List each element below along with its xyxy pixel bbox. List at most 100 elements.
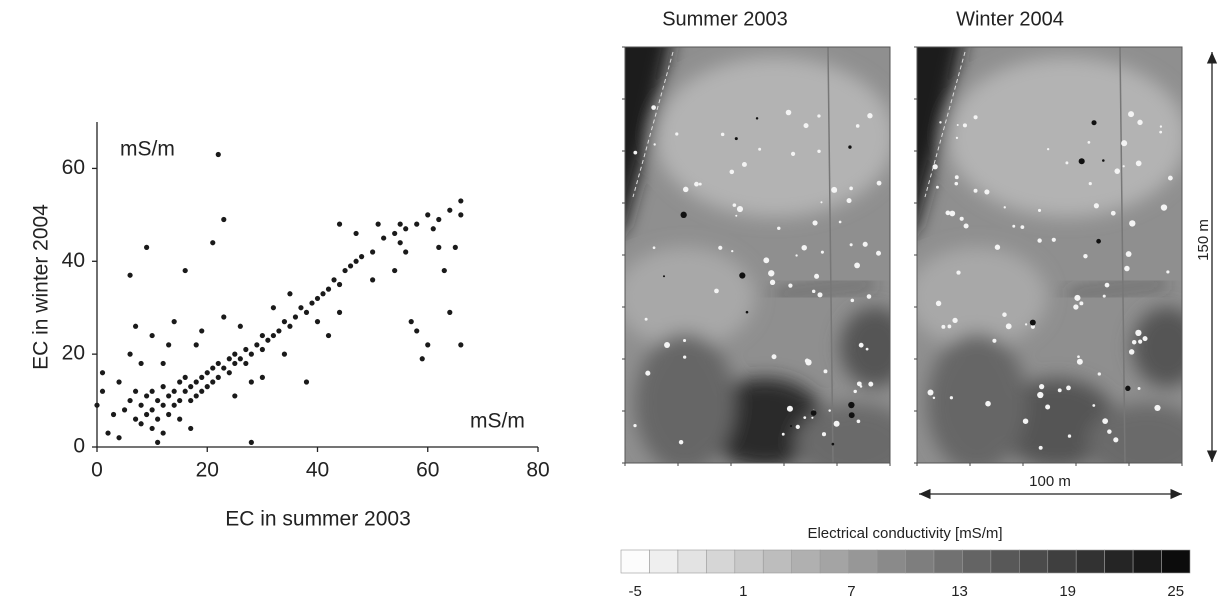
point [425, 342, 431, 348]
point [441, 267, 447, 274]
speck [651, 105, 656, 110]
point [458, 212, 464, 218]
speck [1137, 386, 1141, 390]
point [160, 402, 166, 408]
speck [801, 244, 807, 251]
speck [828, 409, 831, 412]
point [204, 384, 210, 390]
point [232, 393, 238, 399]
point [116, 379, 122, 385]
speck [1122, 165, 1125, 168]
point [132, 323, 139, 329]
point [166, 411, 172, 418]
speck [939, 121, 942, 124]
dark-zone [1132, 307, 1182, 387]
speck [962, 123, 967, 128]
track [1119, 47, 1126, 463]
point [149, 388, 155, 394]
point [353, 230, 359, 237]
point [309, 300, 315, 306]
speck [954, 181, 959, 186]
dark-zone [840, 307, 890, 387]
colorbar-cell [848, 549, 878, 574]
point [298, 305, 304, 311]
speck [985, 400, 991, 407]
speck [1083, 253, 1088, 259]
point [99, 388, 106, 394]
speck [838, 220, 842, 224]
point [458, 198, 464, 204]
speck [947, 324, 952, 329]
speck [1124, 265, 1130, 272]
y-tick-label: 0 [73, 435, 85, 458]
y-axis-label: EC in winter 2004 [30, 204, 53, 370]
dark-zone [927, 333, 1027, 463]
map-shading [917, 47, 1182, 463]
speck [1024, 323, 1028, 326]
speck [1166, 270, 1170, 274]
speck [682, 186, 689, 193]
speck [662, 275, 666, 278]
point [320, 291, 326, 297]
speck [664, 342, 671, 348]
point [419, 356, 425, 362]
colorbar-cell [677, 549, 707, 574]
point [132, 416, 139, 422]
speck [771, 354, 777, 360]
point [276, 328, 282, 334]
speck [1030, 324, 1035, 329]
speck [698, 182, 702, 186]
speck [1029, 319, 1036, 326]
point [221, 314, 227, 320]
speck [817, 114, 821, 118]
point [160, 430, 166, 436]
point [414, 221, 420, 227]
point [177, 397, 183, 404]
speck [935, 185, 939, 189]
point [182, 388, 188, 394]
point [458, 342, 464, 348]
speck [932, 164, 938, 170]
map-panel [625, 47, 890, 463]
speck [862, 241, 868, 247]
point [436, 244, 442, 250]
speck [755, 117, 759, 120]
point [254, 342, 260, 348]
point [237, 323, 243, 329]
colorbar-cell [1132, 549, 1162, 574]
colorbar-tick-label: 13 [951, 583, 968, 600]
y-tick-label: 60 [62, 156, 85, 179]
speck [1135, 160, 1142, 167]
point [436, 216, 442, 223]
speck [865, 347, 869, 351]
speck [675, 132, 679, 136]
point [425, 212, 431, 218]
speck [732, 203, 737, 207]
speck [790, 425, 793, 428]
speck [1073, 304, 1079, 310]
speck [731, 249, 734, 253]
speck [820, 201, 823, 204]
point [226, 370, 232, 376]
speck [963, 223, 969, 229]
dark-zone [1087, 403, 1182, 463]
point [182, 267, 188, 274]
point [270, 332, 276, 339]
speck [653, 143, 656, 146]
speck [848, 401, 855, 409]
speck [811, 289, 816, 294]
speck [1005, 323, 1012, 330]
speck [856, 381, 862, 387]
speck [1102, 294, 1106, 298]
point [408, 319, 414, 325]
speck [941, 324, 946, 329]
speck [683, 355, 687, 359]
point [303, 379, 310, 385]
speck [846, 198, 852, 204]
colorbar-tick-label: 19 [1059, 583, 1076, 600]
point [221, 365, 227, 371]
point [370, 277, 376, 283]
speck [959, 216, 964, 221]
point [155, 397, 161, 404]
speck [1045, 404, 1051, 410]
